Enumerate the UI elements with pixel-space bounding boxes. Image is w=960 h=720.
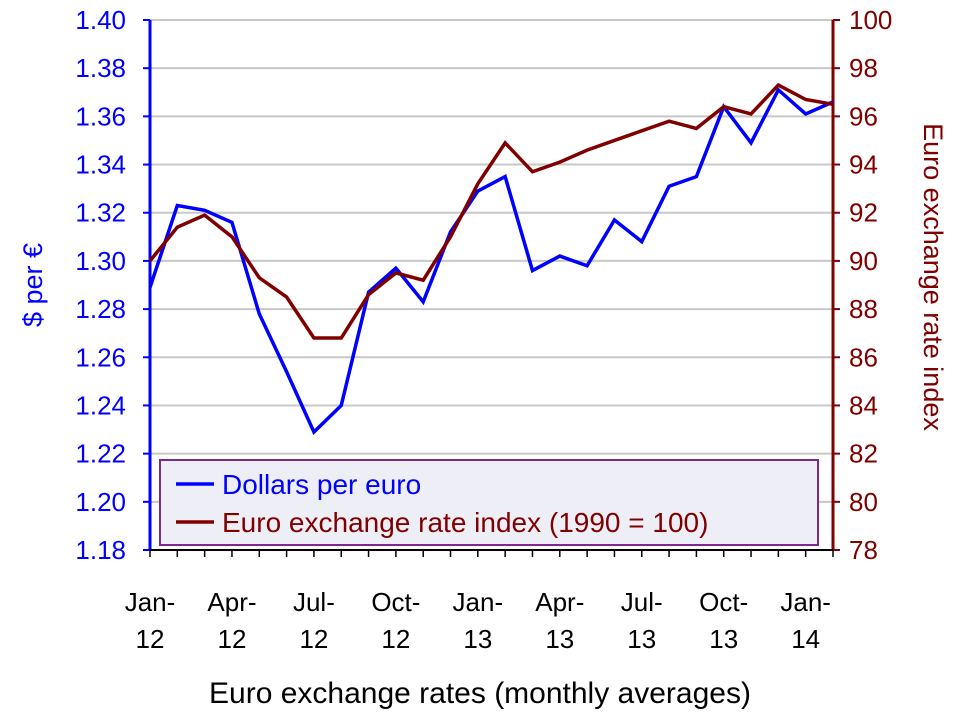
left-tick-label: 1.30 — [75, 246, 126, 276]
x-tick-label-line2: 14 — [791, 624, 820, 654]
legend — [159, 459, 819, 546]
right-tick-label: 84 — [849, 390, 878, 420]
x-tick-label-line2: 13 — [627, 624, 656, 654]
left-tick-label: 1.34 — [75, 150, 126, 180]
x-tick-label-line1: Jan- — [125, 587, 176, 617]
x-tick-label-line2: 13 — [709, 624, 738, 654]
right-tick-label: 92 — [849, 198, 878, 228]
left-tick-label: 1.32 — [75, 198, 126, 228]
x-tick-label-line2: 12 — [381, 624, 410, 654]
x-tick-label-line2: 12 — [136, 624, 165, 654]
left-tick-label: 1.40 — [75, 5, 126, 35]
left-tick-label: 1.24 — [75, 390, 126, 420]
right-tick-label: 90 — [849, 246, 878, 276]
x-tick-label-line1: Oct- — [371, 587, 420, 617]
left-tick-label: 1.20 — [75, 487, 126, 517]
x-tick-label-line1: Jan- — [780, 587, 831, 617]
right-tick-label: 78 — [849, 535, 878, 565]
series-line-dollars-per-euro — [148, 87, 834, 435]
x-tick-label-line2: 12 — [299, 624, 328, 654]
x-tick-label-line1: Apr- — [207, 587, 256, 617]
left-tick-label: 1.36 — [75, 101, 126, 131]
left-tick-label: 1.22 — [75, 439, 126, 469]
right-tick-label: 80 — [849, 487, 878, 517]
left-axis-label: $ per € — [18, 243, 48, 327]
left-tick-label: 1.26 — [75, 342, 126, 372]
x-tick-label-line1: Apr- — [535, 587, 584, 617]
left-tick-label: 1.18 — [75, 535, 126, 565]
x-tick-label-line2: 13 — [463, 624, 492, 654]
right-axis-label: Euro exchange rate index — [918, 123, 948, 431]
right-tick-label: 98 — [849, 53, 878, 83]
x-tick-label-line1: Jul- — [293, 587, 335, 617]
left-tick-label: 1.28 — [75, 294, 126, 324]
right-tick-label: 94 — [849, 150, 878, 180]
right-tick-label: 88 — [849, 294, 878, 324]
right-tick-label: 82 — [849, 439, 878, 469]
x-tick-label-line1: Jan- — [453, 587, 504, 617]
legend-label: Dollars per euro — [222, 469, 421, 500]
x-tick-label-line2: 12 — [217, 624, 246, 654]
right-tick-label: 96 — [849, 101, 878, 131]
legend-label: Euro exchange rate index (1990 = 100) — [222, 507, 708, 538]
right-tick-label: 86 — [849, 342, 878, 372]
x-tick-label-line2: 13 — [545, 624, 574, 654]
series-line-euro-index — [148, 82, 834, 340]
right-tick-label: 100 — [849, 5, 892, 35]
x-tick-label-line1: Jul- — [621, 587, 663, 617]
x-axis-title: Euro exchange rates (monthly averages) — [209, 677, 751, 710]
left-tick-label: 1.38 — [75, 53, 126, 83]
x-tick-label-line1: Oct- — [699, 587, 748, 617]
